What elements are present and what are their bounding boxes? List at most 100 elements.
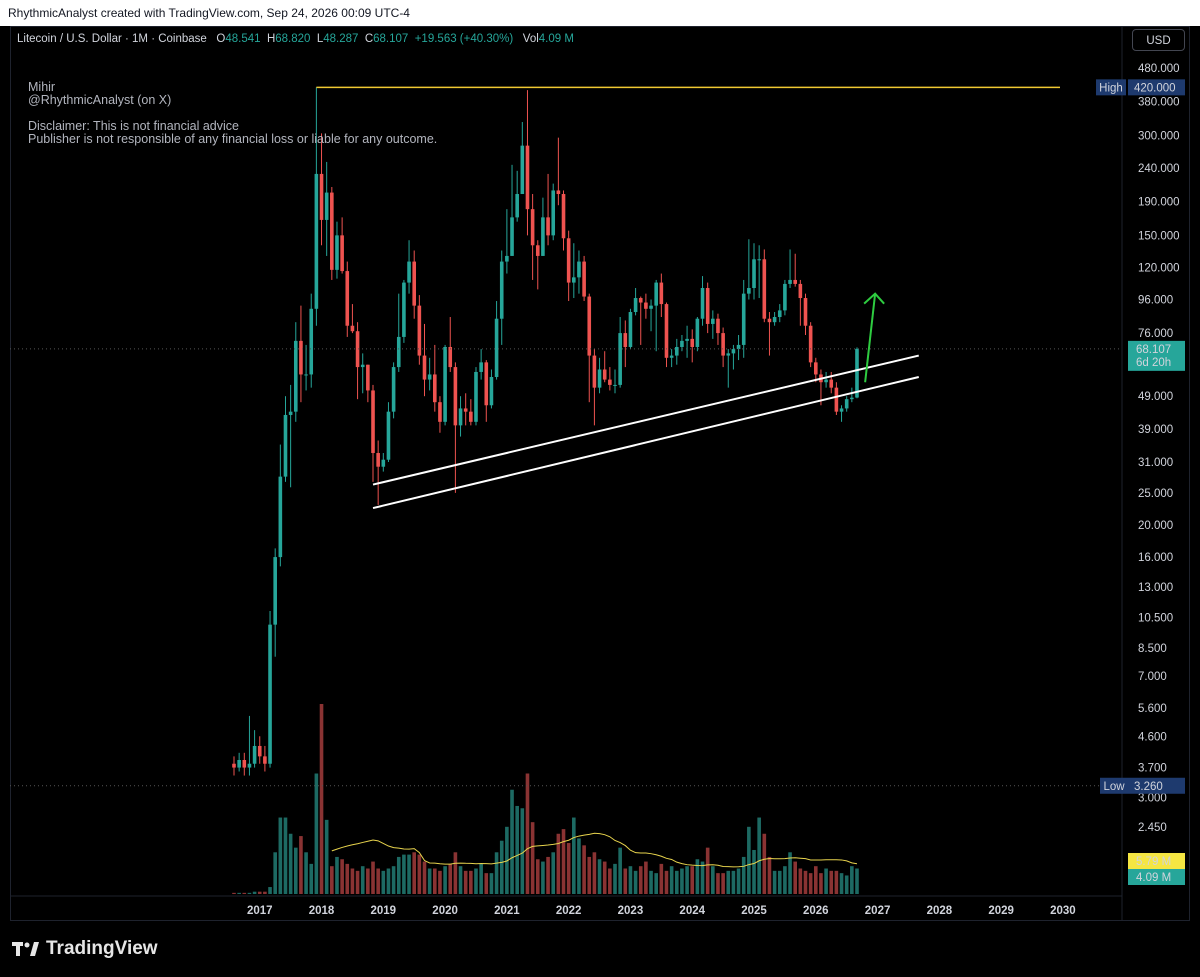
volume-bar <box>237 892 241 894</box>
volume-bar <box>391 866 396 894</box>
candle-body <box>556 190 561 195</box>
chart-canvas[interactable]: 480.000 380.000 300.000 240.000 190.000 150.0… <box>10 26 1190 921</box>
trendline <box>372 354 919 486</box>
volume-bar <box>556 833 561 894</box>
y-tick-label: 120.000 <box>1138 262 1180 274</box>
chart-frame[interactable] <box>10 26 1190 921</box>
candle-body <box>608 379 612 385</box>
volume-bar <box>587 856 592 894</box>
volume-bar <box>376 868 380 894</box>
candle-body <box>335 235 339 270</box>
candle-body <box>572 277 576 283</box>
candle-body <box>252 745 257 764</box>
volume-bar <box>844 875 849 894</box>
candle-body <box>716 318 720 334</box>
candle-body <box>330 192 334 270</box>
volume-bar <box>659 863 664 894</box>
high-label: H <box>266 33 276 45</box>
candle-body <box>757 259 761 261</box>
y-tick-label: 240.000 <box>1138 163 1180 175</box>
last-price-badge <box>1128 340 1185 371</box>
y-tick-label: 16.000 <box>1138 552 1173 564</box>
candle-body <box>597 369 602 388</box>
volume-bar <box>752 849 756 894</box>
volume-bar <box>252 891 257 894</box>
volume-bar <box>757 817 761 894</box>
note-line-3: Disclaimer: This is not financial advice <box>28 119 239 133</box>
candle-body <box>752 259 756 289</box>
high-value: 420.000 <box>1134 82 1176 94</box>
volume-ma-line <box>331 832 858 868</box>
volume-bar <box>644 861 648 894</box>
candle-body <box>839 408 844 412</box>
open-value: 48.541 <box>225 33 261 45</box>
y-tick-label: 4.600 <box>1138 731 1167 743</box>
candle-body <box>705 288 710 324</box>
y-tick-label: 380.000 <box>1138 97 1180 109</box>
volume-bar <box>299 836 303 894</box>
volume-bar <box>618 847 622 894</box>
candle-body <box>834 387 839 412</box>
candle-body <box>479 362 483 372</box>
volume-bar <box>355 870 360 894</box>
y-tick-label: 20.000 <box>1138 520 1173 532</box>
trendline <box>372 376 920 510</box>
volume-bar <box>705 847 710 894</box>
candle-body <box>263 756 267 764</box>
volume-bar <box>850 866 854 894</box>
candle-body <box>288 411 293 415</box>
candle-body <box>391 367 396 412</box>
volume-bar <box>520 808 525 894</box>
volume-ma-value: 5.79 M <box>1136 856 1171 868</box>
currency-button[interactable]: USD <box>1132 29 1185 51</box>
volume-bar <box>484 873 489 894</box>
bottom-bar <box>0 921 1200 977</box>
volume-bar <box>654 873 658 894</box>
volume-bar <box>489 873 494 894</box>
volume-layer <box>232 704 859 894</box>
candle-body <box>366 364 370 391</box>
volume-bar <box>474 868 478 894</box>
symbol-legend: Litecoin / U.S. Dollar · 1M · Coinbase O… <box>17 33 574 45</box>
candle-body <box>232 763 236 768</box>
top-bar: RhythmicAnalyst created with TradingView… <box>0 0 1200 26</box>
volume-bar <box>530 822 535 894</box>
candle-body <box>499 261 504 319</box>
volume-bar <box>731 870 736 894</box>
candle-body <box>824 379 828 383</box>
y-tick-label: 13.000 <box>1138 582 1173 594</box>
volume-bar <box>278 817 283 894</box>
volume-bar <box>700 861 705 894</box>
candle-body <box>674 346 679 356</box>
x-tick-label: 2019 <box>371 905 397 917</box>
candle-body <box>396 336 401 368</box>
y-tick-label: 2.450 <box>1138 822 1167 834</box>
note-line-1: Mihir <box>28 80 56 94</box>
candle-body <box>541 217 545 256</box>
y-tick-label: 300.000 <box>1138 131 1180 143</box>
volume-bar <box>788 852 792 894</box>
candle-body <box>767 318 772 323</box>
candle-body <box>803 298 808 326</box>
candle-body <box>602 369 607 380</box>
x-tick-label: 2027 <box>865 905 891 917</box>
volume-bar <box>417 854 422 894</box>
note-line-4: Publisher is not responsible of any fina… <box>28 132 438 146</box>
volume-bar <box>283 817 288 894</box>
volume-bar <box>232 892 236 894</box>
low-label-box <box>1100 777 1128 794</box>
volume-bar <box>541 861 545 894</box>
candle-body <box>355 331 360 368</box>
volume-bar <box>824 868 828 894</box>
symbol-name[interactable]: Litecoin / U.S. Dollar · 1M · Coinbase <box>17 33 207 45</box>
volume-bar <box>402 854 406 894</box>
candle-body <box>793 279 798 284</box>
candle-body <box>582 261 586 297</box>
x-tick-label: 2030 <box>1050 905 1076 917</box>
volume-bar <box>664 870 669 894</box>
volume-bar <box>427 868 432 894</box>
grid <box>10 26 1123 921</box>
volume-bar <box>309 863 314 894</box>
candle-body <box>577 261 581 278</box>
candle-body <box>587 296 592 356</box>
